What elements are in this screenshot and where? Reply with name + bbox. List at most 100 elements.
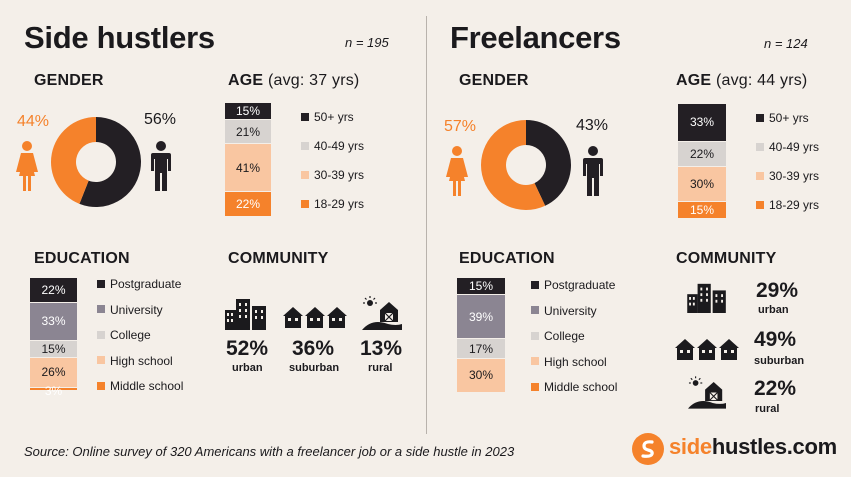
left-age-segment: 15%	[225, 103, 271, 121]
right-age-segment: 30%	[678, 167, 726, 202]
female-icon	[446, 146, 468, 196]
left-age-segment-label: 22%	[235, 196, 261, 211]
right-urban-label: urban	[758, 304, 789, 316]
left-education-legend-label: Middle school	[110, 379, 184, 393]
left-education-legend: Postgraduate University College High school…	[97, 277, 207, 397]
right-education-stacked-bar: 15% 39% 17% 30%	[457, 278, 505, 393]
left-urban-percent: 52%	[226, 337, 269, 360]
right-gender-donut	[481, 120, 571, 210]
left-education-legend-label: University	[110, 302, 163, 317]
left-education-legend-item: College	[97, 328, 151, 342]
city-buildings-icon	[687, 283, 726, 313]
barn-sun-icon	[688, 376, 726, 409]
left-education-segment-label: 26%	[41, 365, 66, 380]
right-education-legend-item: College	[531, 329, 585, 343]
left-age-legend: 50+ yrs 40-49 yrs 30-39 yrs 18-29 yrs	[301, 110, 401, 211]
suburban-houses-icon	[283, 307, 347, 328]
male-icon	[583, 146, 603, 196]
left-education-legend-swatch	[97, 381, 105, 390]
right-education-segment: 15%	[457, 278, 505, 296]
right-education-legend-item: High school	[531, 355, 607, 369]
left-age-average: (avg: 37 yrs)	[267, 72, 360, 89]
barn-sun-icon	[362, 296, 402, 330]
right-age-legend-swatch	[756, 142, 764, 151]
right-education-legend-label: Middle school	[544, 380, 618, 394]
right-education-segment: 39%	[457, 295, 505, 340]
right-education-legend: Postgraduate University College High school…	[531, 278, 641, 398]
left-gender-male-slice	[79, 117, 141, 207]
right-education-segment-label: 15%	[468, 279, 494, 294]
right-age-legend: 50+ yrs 40-49 yrs 30-39 yrs 18-29 yrs	[756, 111, 851, 212]
female-icon	[16, 141, 38, 191]
left-education-segment-label: 3%	[44, 383, 63, 398]
right-education-legend-swatch	[531, 382, 539, 391]
left-education-segment: 3%	[30, 384, 77, 398]
right-age-stacked-bar: 33% 22% 30% 15%	[678, 104, 726, 219]
right-age-legend-label: 40-49 yrs	[769, 140, 820, 154]
left-education-legend-swatch	[97, 279, 105, 288]
left-age-legend-swatch	[301, 199, 309, 208]
right-age-legend-item: 18-29 yrs	[756, 198, 819, 212]
right-education-legend-label: University	[544, 303, 597, 318]
right-education-legend-item: Postgraduate	[531, 278, 615, 292]
right-education-segment: 30%	[457, 358, 505, 393]
logo-text: sidehustles.com	[669, 434, 837, 460]
right-gender-female-slice	[481, 120, 546, 210]
left-education-legend-swatch	[97, 330, 105, 339]
right-age-title: AGE	[676, 72, 712, 89]
left-gender-heading: GENDER	[34, 72, 104, 89]
right-education-legend-item: University	[531, 304, 597, 318]
freelancers-sample-size: n = 124	[764, 36, 808, 51]
left-gender-donut	[50, 117, 141, 207]
left-gender-female-slice	[50, 117, 96, 204]
left-age-legend-swatch	[301, 112, 309, 121]
left-age-heading: AGE (avg: 37 yrs)	[228, 72, 359, 90]
right-education-legend-label: College	[544, 329, 585, 343]
left-age-segment-label: 41%	[235, 160, 261, 175]
left-age-segment: 21%	[225, 120, 271, 145]
right-education-segment-label: 39%	[468, 309, 494, 324]
left-age-legend-item: 30-39 yrs	[301, 168, 364, 182]
right-age-legend-label: 18-29 yrs	[769, 198, 820, 212]
right-suburban-percent: 49%	[754, 328, 797, 351]
left-age-legend-swatch	[301, 141, 309, 150]
left-education-legend-item: University	[97, 303, 163, 317]
side-hustlers-title: Side hustlers	[24, 20, 215, 55]
right-education-legend-item: Middle school	[531, 380, 617, 394]
right-gender-male-slice	[526, 120, 571, 206]
source-note: Source: Online survey of 320 Americans w…	[24, 444, 515, 459]
left-education-stacked-bar: 22% 33% 15% 26% 3%	[30, 278, 77, 398]
left-education-legend-item: Middle school	[97, 379, 183, 393]
right-rural-label: rural	[755, 403, 780, 415]
right-community-heading: COMMUNITY	[676, 250, 777, 267]
left-age-legend-item: 50+ yrs	[301, 110, 354, 124]
left-age-title: AGE	[228, 72, 264, 89]
left-education-legend-swatch	[97, 356, 105, 365]
left-education-segment-label: 22%	[41, 283, 66, 298]
left-education-legend-swatch	[97, 305, 105, 314]
right-suburban-label: suburban	[754, 355, 805, 367]
right-education-legend-swatch	[531, 331, 539, 340]
left-education-legend-item: High school	[97, 354, 173, 368]
left-suburban-label: suburban	[289, 362, 340, 374]
male-icon	[151, 141, 171, 191]
left-education-segment: 33%	[30, 303, 77, 341]
right-age-segment-label: 22%	[689, 147, 715, 162]
logo-text-hustles: hustles.com	[711, 434, 837, 459]
right-gender-heading: GENDER	[459, 72, 529, 89]
right-age-legend-item: 50+ yrs	[756, 111, 809, 125]
left-community-heading: COMMUNITY	[228, 250, 329, 267]
right-education-segment: 17%	[457, 339, 505, 359]
right-age-segment: 15%	[678, 201, 726, 219]
left-age-legend-swatch	[301, 170, 309, 179]
left-age-legend-label: 50+ yrs	[314, 110, 354, 124]
right-age-heading: AGE (avg: 44 yrs)	[676, 72, 807, 90]
suburban-houses-icon	[675, 339, 739, 360]
right-age-segment-label: 33%	[689, 115, 715, 130]
right-age-legend-swatch	[756, 113, 764, 122]
left-rural-label: rural	[368, 362, 393, 374]
right-age-segment: 33%	[678, 104, 726, 142]
left-female-percent: 44%	[17, 113, 50, 130]
right-education-legend-label: High school	[544, 354, 607, 369]
right-education-heading: EDUCATION	[459, 250, 555, 267]
